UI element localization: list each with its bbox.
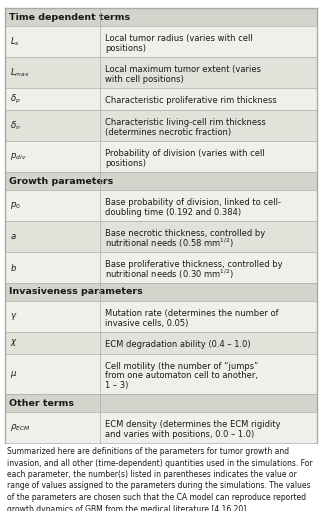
Text: Time dependent terms: Time dependent terms [9, 12, 130, 21]
Text: Local maximum tumor extent (varies: Local maximum tumor extent (varies [105, 65, 261, 74]
Text: Base necrotic thickness, controlled by: Base necrotic thickness, controlled by [105, 229, 265, 238]
Bar [5, 8, 317, 26]
Text: $\delta_p$: $\delta_p$ [10, 92, 21, 106]
Text: $\rho_{ECM}$: $\rho_{ECM}$ [10, 422, 31, 433]
Text: positions): positions) [105, 43, 146, 53]
Text: growth dynamics of GBM from the medical literature [4,16,20].: growth dynamics of GBM from the medical … [7, 504, 249, 511]
Text: $\chi$: $\chi$ [10, 337, 18, 349]
Text: $p_0$: $p_0$ [10, 200, 21, 211]
Bar [5, 88, 317, 110]
Text: range of values assigned to the parameters during the simulations. The values: range of values assigned to the paramete… [7, 481, 311, 491]
Text: Growth parameters: Growth parameters [9, 176, 113, 185]
Text: $L_s$: $L_s$ [10, 35, 20, 48]
Text: $\gamma$: $\gamma$ [10, 311, 17, 322]
Text: ECM density (determines the ECM rigidity: ECM density (determines the ECM rigidity [105, 420, 281, 429]
Text: $\delta_n$: $\delta_n$ [10, 119, 21, 132]
Bar [5, 221, 317, 252]
Bar [5, 57, 317, 88]
Text: Invasiveness parameters: Invasiveness parameters [9, 288, 143, 296]
Text: Characteristic living-cell rim thickness: Characteristic living-cell rim thickness [105, 118, 266, 127]
Text: $a$: $a$ [10, 232, 17, 241]
Text: invasion, and all other (time-dependent) quantities used in the simulations. For: invasion, and all other (time-dependent)… [7, 458, 313, 468]
Text: nutritional needs (0.30 mm$^{1/2}$): nutritional needs (0.30 mm$^{1/2}$) [105, 267, 234, 281]
Text: Summarized here are definitions of the parameters for tumor growth and: Summarized here are definitions of the p… [7, 447, 289, 456]
Bar [5, 172, 317, 190]
Text: ECM degradation ability (0.4 – 1.0): ECM degradation ability (0.4 – 1.0) [105, 340, 251, 350]
Text: Base probability of division, linked to cell-: Base probability of division, linked to … [105, 198, 281, 207]
Text: Other terms: Other terms [9, 399, 74, 407]
Bar [5, 354, 317, 394]
Text: $p_{div}$: $p_{div}$ [10, 151, 27, 162]
Text: and varies with positions, 0.0 – 1.0): and varies with positions, 0.0 – 1.0) [105, 430, 254, 438]
Text: positions): positions) [105, 158, 146, 168]
Text: of the parameters are chosen such that the CA model can reproduce reported: of the parameters are chosen such that t… [7, 493, 306, 502]
Text: Characteristic proliferative rim thickness: Characteristic proliferative rim thickne… [105, 97, 277, 105]
Text: 1 – 3): 1 – 3) [105, 381, 128, 390]
Text: Probability of division (varies with cell: Probability of division (varies with cel… [105, 149, 265, 158]
Text: $b$: $b$ [10, 262, 17, 273]
Bar [5, 283, 317, 301]
Text: Cell motility (the number of “jumps”: Cell motility (the number of “jumps” [105, 362, 259, 371]
Text: each parameter, the number(s) listed in parentheses indicates the value or: each parameter, the number(s) listed in … [7, 470, 297, 479]
Text: invasive cells, 0.05): invasive cells, 0.05) [105, 318, 189, 328]
Text: $\mu$: $\mu$ [10, 368, 17, 380]
Text: (determines necrotic fraction): (determines necrotic fraction) [105, 128, 231, 136]
Bar [5, 26, 317, 57]
Bar [5, 141, 317, 172]
Text: Mutation rate (determines the number of: Mutation rate (determines the number of [105, 309, 279, 318]
Text: $L_{max}$: $L_{max}$ [10, 66, 30, 79]
Bar [5, 301, 317, 332]
Text: nutritional needs (0.58 mm$^{1/2}$): nutritional needs (0.58 mm$^{1/2}$) [105, 236, 234, 250]
Bar [5, 252, 317, 283]
Bar [5, 412, 317, 443]
Text: Local tumor radius (varies with cell: Local tumor radius (varies with cell [105, 34, 253, 43]
Text: Base proliferative thickness, controlled by: Base proliferative thickness, controlled… [105, 260, 283, 269]
Bar [5, 110, 317, 141]
Text: from one automaton cell to another,: from one automaton cell to another, [105, 371, 258, 380]
Bar [5, 394, 317, 412]
Text: with cell positions): with cell positions) [105, 75, 184, 83]
Bar [5, 332, 317, 354]
Text: doubling time (0.192 and 0.384): doubling time (0.192 and 0.384) [105, 207, 241, 217]
Bar [5, 190, 317, 221]
